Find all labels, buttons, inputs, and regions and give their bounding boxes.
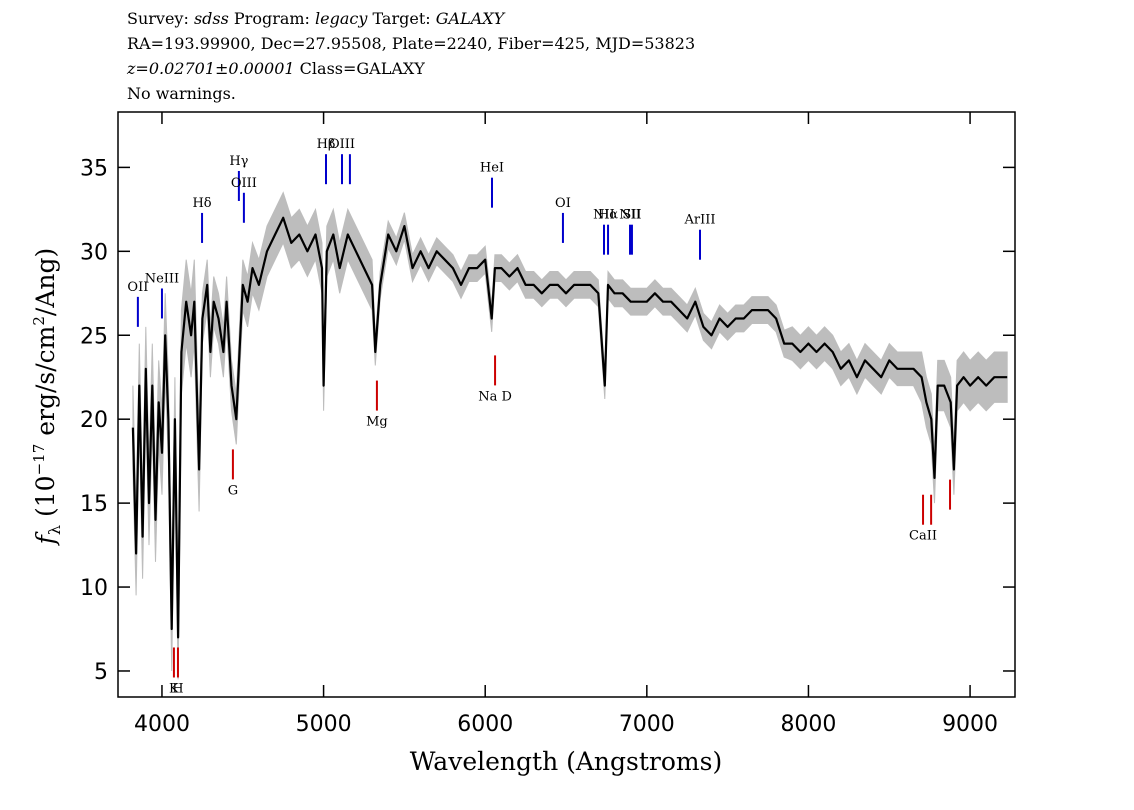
y-axis-label: fλ (10−17 erg/s/cm2/Ang) bbox=[30, 224, 64, 584]
emission-label: OII bbox=[127, 280, 148, 295]
header-text: No warnings. bbox=[127, 84, 236, 103]
header-text: Class=GALAXY bbox=[295, 59, 426, 78]
y-tick-label: 5 bbox=[94, 660, 108, 685]
header-text: GALAXY bbox=[436, 9, 506, 28]
y-label-pre: (10 bbox=[31, 475, 60, 525]
y-tick-label: 35 bbox=[80, 156, 108, 181]
plot-frame bbox=[117, 111, 1016, 698]
y-label-post: /Ang) bbox=[31, 248, 60, 316]
header-line: Survey: sdss Program: legacy Target: GAL… bbox=[127, 9, 506, 28]
emission-label: OIII bbox=[231, 176, 257, 191]
y-tick-label: 20 bbox=[80, 408, 108, 433]
plot-area bbox=[131, 154, 1008, 680]
emission-label: OIII bbox=[329, 137, 355, 152]
x-tick-label: 4000 bbox=[134, 712, 190, 737]
y-tick-label: 10 bbox=[80, 576, 108, 601]
emission-label: NeIII bbox=[145, 271, 179, 286]
header-line: RA=193.99900, Dec=27.95508, Plate=2240, … bbox=[127, 34, 695, 53]
emission-label: OI bbox=[555, 196, 571, 211]
emission-label: HeI bbox=[480, 161, 504, 176]
absorption-label: K bbox=[169, 681, 179, 696]
absorption-label: CaII bbox=[909, 529, 937, 544]
emission-label: Hα bbox=[598, 208, 618, 223]
header-text: RA=193.99900, Dec=27.95508, Plate=2240, … bbox=[127, 34, 695, 53]
y-label-exp: 2 bbox=[30, 316, 48, 326]
emission-label: SII bbox=[622, 208, 641, 223]
x-tick-label: 9000 bbox=[942, 712, 998, 737]
y-label-symbol: f bbox=[31, 531, 60, 546]
emission-label: NII bbox=[593, 208, 615, 223]
header-line: No warnings. bbox=[127, 84, 236, 103]
absorption-label: G bbox=[228, 483, 238, 498]
spectrum-line bbox=[131, 216, 1008, 639]
emission-label: Hβ bbox=[317, 137, 336, 152]
y-label-exp: −17 bbox=[30, 444, 48, 476]
header-text: Survey: bbox=[127, 9, 194, 28]
emission-label: NII bbox=[619, 208, 641, 223]
x-tick-label: 6000 bbox=[457, 712, 513, 737]
emission-label: ArIII bbox=[683, 213, 715, 228]
y-label-sub: λ bbox=[45, 525, 64, 535]
y-tick-label: 25 bbox=[80, 324, 108, 349]
header-text: sdss bbox=[194, 9, 229, 28]
header-line: z=0.02701±0.00001 Class=GALAXY bbox=[126, 59, 425, 78]
emission-label: Hδ bbox=[192, 196, 211, 211]
x-tick-label: 5000 bbox=[296, 712, 352, 737]
absorption-label: Mg bbox=[366, 415, 388, 430]
header-text: Program: bbox=[229, 9, 315, 28]
y-tick-label: 30 bbox=[80, 240, 108, 265]
header-text: Target: bbox=[367, 9, 435, 28]
header-text: z=0.02701±0.00001 bbox=[126, 59, 295, 78]
y-tick-label: 15 bbox=[80, 492, 108, 517]
x-tick-label: 7000 bbox=[619, 712, 675, 737]
absorption-label: Na D bbox=[478, 389, 512, 404]
absorption-label: H bbox=[172, 681, 183, 696]
y-label-mid: erg/s/cm bbox=[31, 325, 60, 443]
header-text: legacy bbox=[315, 9, 368, 28]
emission-label: Hγ bbox=[229, 154, 248, 169]
x-axis-label: Wavelength (Angstroms) bbox=[410, 747, 722, 776]
x-tick-label: 8000 bbox=[780, 712, 836, 737]
